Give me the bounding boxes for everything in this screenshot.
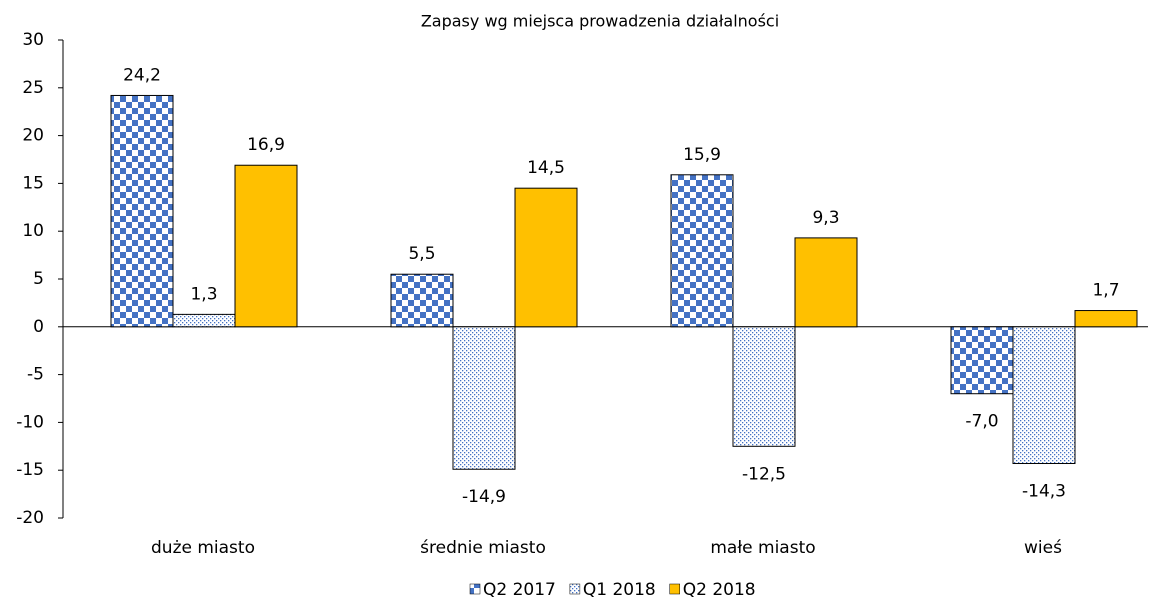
data-label: -14,9 (462, 487, 506, 507)
x-tick-label: średnie miasto (420, 538, 546, 558)
bar (172, 313, 236, 328)
y-tick-label: 20 (22, 126, 44, 146)
data-label: -14,3 (1022, 482, 1066, 502)
data-label: -12,5 (742, 464, 786, 484)
bar (794, 237, 858, 328)
y-tick-label: 30 (22, 30, 44, 50)
y-tick-label: 10 (22, 221, 44, 241)
data-label: 1,3 (190, 284, 217, 304)
bar (390, 273, 454, 328)
legend-label: Q2 2018 (683, 580, 756, 600)
data-label: 14,5 (527, 158, 565, 178)
y-tick-label: 25 (22, 78, 44, 98)
x-tick-label: wieś (1024, 538, 1062, 558)
bar (670, 174, 734, 328)
legend-swatch (469, 583, 481, 595)
legend-label: Q2 2017 (483, 580, 556, 600)
bar (452, 326, 516, 470)
bar (1074, 310, 1138, 328)
data-label: 16,9 (247, 135, 285, 155)
chart-title: Zapasy wg miejsca prowadzenia działalnoś… (421, 12, 779, 31)
bar (732, 326, 796, 447)
data-label: 5,5 (408, 244, 435, 264)
bar (1012, 326, 1076, 465)
legend-label: Q1 2018 (583, 580, 656, 600)
x-tick-label: duże miasto (151, 538, 255, 558)
y-tick-label: -20 (16, 508, 44, 528)
legend-swatch (569, 583, 581, 595)
data-label: 15,9 (683, 145, 721, 165)
y-tick-label: -5 (27, 365, 44, 385)
bar (234, 164, 298, 328)
x-tick-label: małe miasto (710, 538, 815, 558)
y-tick-label: -10 (16, 412, 44, 432)
bar (514, 187, 578, 328)
data-label: 1,7 (1092, 281, 1119, 301)
y-tick-label: 15 (22, 173, 44, 193)
legend-swatch (669, 583, 680, 595)
y-tick-label: 5 (33, 269, 44, 289)
data-label: 24,2 (123, 65, 161, 85)
y-tick-label: 0 (33, 317, 44, 337)
data-label: -7,0 (965, 412, 998, 432)
y-tick-label: -15 (16, 460, 44, 480)
data-label: 9,3 (812, 208, 839, 228)
bar (110, 94, 174, 328)
bar (950, 326, 1014, 395)
